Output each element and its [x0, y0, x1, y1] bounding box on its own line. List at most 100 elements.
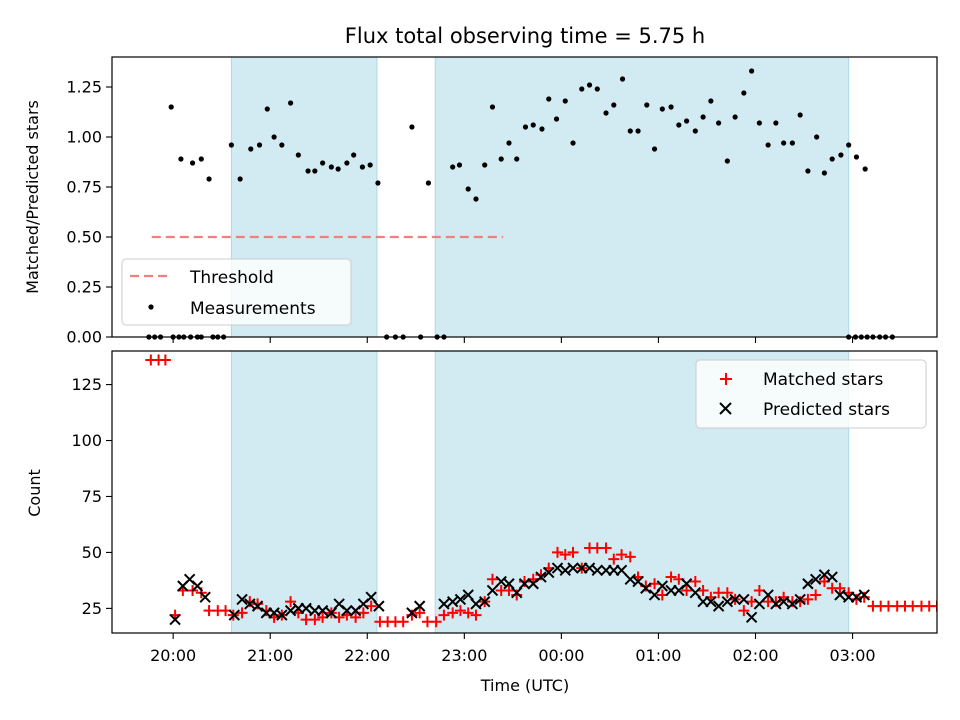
- matched-star-point: [608, 553, 620, 565]
- predicted-star-point: [729, 593, 741, 606]
- predicted-star-point: [705, 595, 717, 608]
- measurement-point: [287, 100, 294, 106]
- measurement-point: [773, 120, 779, 126]
- measurement-point: [611, 102, 617, 108]
- measurement-point: [553, 116, 560, 122]
- measurement-point: [367, 162, 373, 168]
- count-series-group: [145, 354, 937, 628]
- matched-star-point: [447, 607, 459, 619]
- ratio-legend: Threshold Measurements: [121, 258, 352, 326]
- measurement-point: [506, 140, 512, 146]
- predicted-star-point: [535, 571, 547, 583]
- measurement-point: [248, 146, 254, 152]
- matched-star-point: [858, 591, 870, 603]
- count-legend: Matched stars Predicted stars: [695, 359, 927, 429]
- predicted-star-point: [794, 593, 806, 606]
- matched-star-point: [746, 596, 758, 608]
- matched-star-point: [535, 569, 547, 581]
- measurement-point: [295, 152, 301, 158]
- predicted-star-point: [753, 598, 766, 610]
- matched-star-point: [365, 600, 377, 612]
- matched-star-point: [454, 605, 466, 617]
- measurement-point: [594, 86, 600, 92]
- x-tick-label: 01:00: [635, 646, 681, 665]
- y-tick-label: 125: [71, 375, 102, 394]
- measurement-point: [619, 76, 626, 82]
- predicted-star-point: [826, 571, 838, 583]
- matched-star-point: [559, 549, 571, 561]
- y-tick-label: 1.25: [66, 78, 102, 97]
- matched-star-point: [697, 584, 709, 596]
- measurement-point: [465, 186, 471, 192]
- measurement-point: [862, 166, 868, 172]
- measurement-point: [676, 122, 682, 128]
- legend-matched-marker: [720, 373, 732, 385]
- measurement-point: [570, 140, 576, 146]
- predicted-star-point: [850, 591, 863, 603]
- observing-band: [434, 56, 850, 338]
- y-tick-label: 0.75: [66, 178, 102, 197]
- y-tick-label: 0.00: [66, 328, 102, 347]
- predicted-star-point: [721, 595, 734, 608]
- matched-star-point: [665, 571, 677, 583]
- matched-star-point: [810, 589, 822, 601]
- predicted-star-point: [341, 604, 353, 617]
- predicted-star-point: [689, 587, 702, 599]
- predicted-star-point: [276, 609, 288, 621]
- predicted-star-point: [446, 595, 459, 608]
- measurement-point: [498, 156, 504, 162]
- measurement-point: [450, 164, 456, 170]
- measurement-point: [765, 142, 771, 148]
- measurement-point: [700, 114, 706, 120]
- y-tick-label: 100: [71, 431, 102, 450]
- y-tick-label: 50: [82, 543, 102, 562]
- ratio-axes-frame: [111, 56, 938, 338]
- x-tick-label: 23:00: [441, 646, 487, 665]
- matched-star-point: [931, 600, 937, 612]
- measurement-point: [846, 142, 852, 148]
- predicted-star-point: [770, 598, 782, 610]
- predicted-star-point: [470, 598, 482, 610]
- predicted-star-point: [373, 600, 385, 612]
- measurement-point: [627, 128, 633, 134]
- predicted-star-point: [251, 600, 264, 612]
- measurement-point: [781, 140, 787, 146]
- measurement-point: [683, 118, 690, 124]
- measurement-point: [692, 128, 698, 134]
- measurement-point: [603, 110, 609, 116]
- legend-predicted-marker: [719, 402, 732, 415]
- matched-star-point: [462, 607, 474, 619]
- matched-star-point: [721, 587, 733, 599]
- matched-star-point: [511, 589, 523, 601]
- matched-star-point: [770, 596, 782, 608]
- predicted-star-point: [268, 607, 280, 619]
- matched-star-point: [738, 605, 750, 617]
- measurement-point: [228, 142, 234, 148]
- predicted-star-point: [648, 589, 661, 601]
- measurement-point: [328, 164, 334, 170]
- predicted-star-point: [316, 604, 329, 617]
- matched-star-point: [470, 609, 482, 621]
- predicted-star-point: [244, 598, 256, 610]
- predicted-star-point: [462, 589, 474, 601]
- matched-star-point: [397, 616, 409, 628]
- ratio-panel: 0.00 0.25 0.50 0.75 1.00 1.25 Matched/Predict…: [23, 56, 938, 347]
- predicted-star-point: [284, 604, 297, 617]
- legend-threshold-label: Threshold: [189, 268, 274, 288]
- predicted-star-point: [615, 564, 628, 577]
- measurement-point: [489, 104, 496, 110]
- measurement-point: [579, 86, 585, 92]
- measurement-point: [279, 142, 285, 148]
- measurement-point: [668, 104, 674, 110]
- measurement-point: [644, 102, 650, 108]
- matched-star-point: [285, 596, 297, 608]
- x-tick-label: 00:00: [538, 646, 584, 665]
- measurement-point: [821, 170, 828, 176]
- measurement-point: [732, 114, 738, 120]
- measurement-point: [586, 82, 593, 88]
- predicted-star-point: [656, 580, 669, 592]
- y-tick-label: 0.25: [66, 278, 102, 297]
- measurement-point: [635, 128, 641, 134]
- legend-measurements-label: Measurements: [190, 299, 316, 319]
